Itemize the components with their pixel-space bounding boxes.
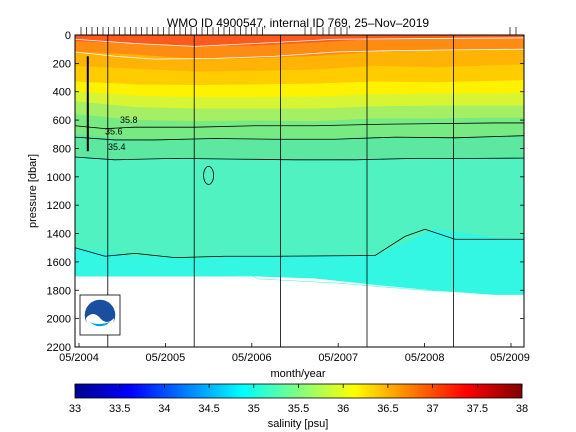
- y-axis-label: pressure [dbar]: [27, 154, 39, 228]
- contour-line: [75, 37, 524, 47]
- x-tick-label: 05/2007: [318, 352, 358, 364]
- contour-line: [75, 122, 524, 130]
- contour-label: 35.4: [108, 142, 126, 152]
- colorbar-tick-label: 34.5: [198, 403, 219, 415]
- plot-frame: [74, 34, 525, 348]
- colorbar-tick-label: 38: [516, 403, 528, 415]
- y-tick-label: 1200: [47, 200, 71, 212]
- profile-top-ticks: [80, 27, 517, 35]
- x-axis-label: month/year: [270, 368, 325, 380]
- colorbar-label: salinity [psu]: [268, 418, 329, 430]
- y-tick-label: 800: [53, 143, 71, 155]
- contour-label: 35.6: [105, 126, 123, 136]
- x-axis-ticks: 05/2004 05/2005 05/2006 05/2007 05/2008 05/20…: [59, 343, 530, 364]
- y-tick-label: 2200: [47, 342, 71, 354]
- colorbar-tick-label: 34: [158, 403, 170, 415]
- colorbar-tick-label: 37: [426, 403, 438, 415]
- y-tick-label: 1000: [47, 172, 71, 184]
- chart-title: WMO ID 4900547, internal ID 769, 25–Nov–…: [167, 16, 429, 30]
- colorbar-ticks: 33 33.5 34 34.5 35 35.5 36 36.5 37 37.5 38: [69, 384, 528, 415]
- salinity-field: [75, 35, 524, 295]
- contour-line: [75, 135, 524, 141]
- noaa-logo: [79, 294, 121, 336]
- colorbar-tick-label: 36: [337, 403, 349, 415]
- y-axis-ticks: 0 200 400 600 800 1000 1200 1400 1600 1800 2000 220…: [47, 30, 524, 354]
- y-tick-label: 1400: [47, 229, 71, 241]
- y-tick-label: 1600: [47, 257, 71, 269]
- colorbar-tick-label: 36.5: [377, 403, 398, 415]
- y-tick-label: 400: [53, 87, 71, 99]
- y-tick-label: 200: [53, 58, 71, 70]
- contour-label: 35.8: [120, 115, 138, 125]
- colorbar-tick-label: 37.5: [467, 403, 488, 415]
- max-depth-edge: [79, 272, 512, 295]
- y-tick-label: 0: [65, 30, 71, 42]
- contour-line: [75, 48, 524, 60]
- y-tick-label: 1800: [47, 285, 71, 297]
- colorbar-tick-label: 33.5: [109, 403, 130, 415]
- contour-line: [75, 156, 524, 161]
- contour-loop: [203, 165, 215, 185]
- colorbar-tick-label: 35: [248, 403, 260, 415]
- colorbar-tick-label: 33: [69, 403, 81, 415]
- x-tick-label: 05/2004: [59, 352, 99, 364]
- y-tick-label: 600: [53, 115, 71, 127]
- contour-line: [75, 228, 524, 259]
- colorbar: 33 33.5 34 34.5 35 35.5 36 36.5 37 37.5 38 salinit…: [69, 383, 528, 430]
- x-tick-label: 05/2009: [490, 352, 530, 364]
- x-tick-label: 05/2005: [146, 352, 186, 364]
- y-tick-label: 2000: [47, 314, 71, 326]
- x-tick-label: 05/2008: [405, 352, 445, 364]
- colorbar-tick-label: 35.5: [288, 403, 309, 415]
- contour-lines: 35.835.6 35.4: [75, 37, 524, 259]
- x-tick-label: 05/2006: [232, 352, 272, 364]
